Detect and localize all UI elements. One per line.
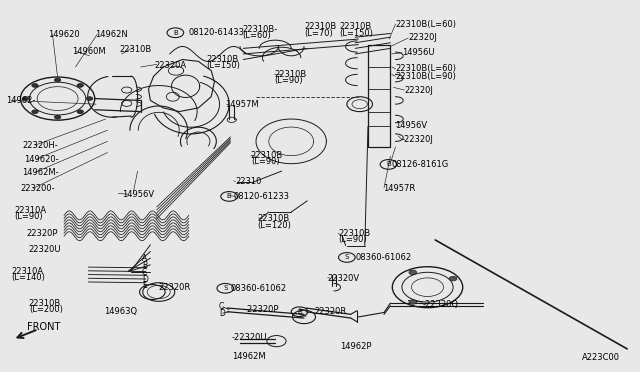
Text: 22320J: 22320J	[404, 86, 433, 94]
Text: 14962M: 14962M	[232, 352, 266, 361]
Text: 14962P: 14962P	[340, 342, 372, 351]
Text: A: A	[142, 254, 147, 263]
Circle shape	[449, 276, 457, 281]
Text: B: B	[386, 161, 391, 167]
Text: -22320J: -22320J	[402, 135, 434, 144]
Text: 22310B(L=90): 22310B(L=90)	[396, 72, 456, 81]
Text: C: C	[142, 268, 147, 277]
Text: 22310B: 22310B	[251, 151, 283, 160]
Text: 08360-61062: 08360-61062	[355, 253, 412, 262]
Text: (L=90): (L=90)	[251, 157, 280, 166]
Text: 08360-61062: 08360-61062	[230, 284, 287, 293]
Text: 22320J: 22320J	[408, 33, 437, 42]
Text: D: D	[142, 275, 148, 283]
Text: (L=200): (L=200)	[29, 305, 63, 314]
Text: 14963Q: 14963Q	[104, 307, 137, 316]
Text: D: D	[219, 309, 225, 318]
Text: S: S	[223, 285, 227, 291]
Circle shape	[22, 97, 29, 100]
Text: (L=150): (L=150)	[339, 29, 373, 38]
Text: (L=120): (L=120)	[257, 221, 291, 230]
Text: 22320U: 22320U	[29, 246, 61, 254]
Text: C: C	[219, 302, 224, 311]
Text: 22310A: 22310A	[14, 206, 46, 215]
Text: 22310B(L=60): 22310B(L=60)	[396, 64, 456, 73]
Text: 22320R: 22320R	[159, 283, 191, 292]
Circle shape	[32, 84, 38, 87]
Text: 14957M: 14957M	[225, 100, 259, 109]
Text: 14957R: 14957R	[383, 185, 415, 193]
Text: FRONT: FRONT	[27, 322, 60, 331]
Text: 22320P: 22320P	[27, 229, 58, 238]
Circle shape	[32, 110, 38, 113]
Text: (L=90): (L=90)	[338, 235, 367, 244]
Text: 22320A: 22320A	[155, 61, 187, 70]
Text: S: S	[345, 254, 349, 260]
Circle shape	[409, 300, 417, 304]
Text: (L=90): (L=90)	[14, 212, 43, 221]
Text: 22310B: 22310B	[339, 22, 371, 31]
Text: A223C00: A223C00	[582, 353, 620, 362]
Text: 14962M-: 14962M-	[22, 169, 59, 177]
Text: -22320P: -22320P	[244, 305, 279, 314]
Text: 22320H-: 22320H-	[22, 141, 58, 150]
Text: 22310B: 22310B	[274, 70, 306, 79]
Circle shape	[54, 78, 61, 82]
Text: 08126-8161G: 08126-8161G	[392, 160, 449, 169]
Text: 14956U: 14956U	[402, 48, 435, 57]
Text: 08120-61233: 08120-61233	[234, 192, 290, 201]
Text: 149620-: 149620-	[24, 155, 59, 164]
Text: 22310B: 22310B	[305, 22, 337, 31]
Text: (L=60): (L=60)	[242, 31, 271, 40]
Text: 22310B: 22310B	[206, 55, 238, 64]
Text: -22320U: -22320U	[232, 333, 267, 342]
Text: E: E	[142, 281, 147, 290]
Text: 14962N: 14962N	[95, 30, 127, 39]
Circle shape	[86, 97, 93, 100]
Text: 149620: 149620	[48, 30, 79, 39]
Text: 08120-61433: 08120-61433	[189, 28, 244, 37]
Text: 22310B: 22310B	[29, 299, 61, 308]
Text: B: B	[297, 309, 302, 315]
Text: 223200-: 223200-	[20, 185, 55, 193]
Text: -22320Q: -22320Q	[422, 300, 458, 309]
Circle shape	[54, 115, 61, 119]
Text: 22310B-: 22310B-	[242, 25, 277, 33]
Text: (L=90): (L=90)	[274, 76, 303, 85]
Text: 14956V: 14956V	[122, 190, 154, 199]
Text: B: B	[142, 261, 147, 270]
Text: 22310B(L=60): 22310B(L=60)	[396, 20, 456, 29]
Text: (L=140): (L=140)	[12, 273, 45, 282]
Text: 22310: 22310	[236, 177, 262, 186]
Text: 22310B: 22310B	[338, 229, 370, 238]
Text: 22310B: 22310B	[257, 214, 289, 223]
Text: (L=70): (L=70)	[305, 29, 333, 38]
Text: 14960M: 14960M	[72, 47, 106, 56]
Text: 22310B: 22310B	[120, 45, 152, 54]
Circle shape	[409, 270, 417, 275]
Text: 22320V: 22320V	[328, 274, 360, 283]
Text: B: B	[173, 30, 178, 36]
Text: 22320R: 22320R	[315, 307, 347, 316]
Text: 14962-: 14962-	[6, 96, 36, 105]
Text: 14956V: 14956V	[396, 121, 428, 130]
Text: (L=150): (L=150)	[206, 61, 240, 70]
Circle shape	[77, 110, 83, 113]
Text: 22310A: 22310A	[12, 267, 44, 276]
Circle shape	[77, 84, 83, 87]
Text: B: B	[227, 193, 232, 199]
